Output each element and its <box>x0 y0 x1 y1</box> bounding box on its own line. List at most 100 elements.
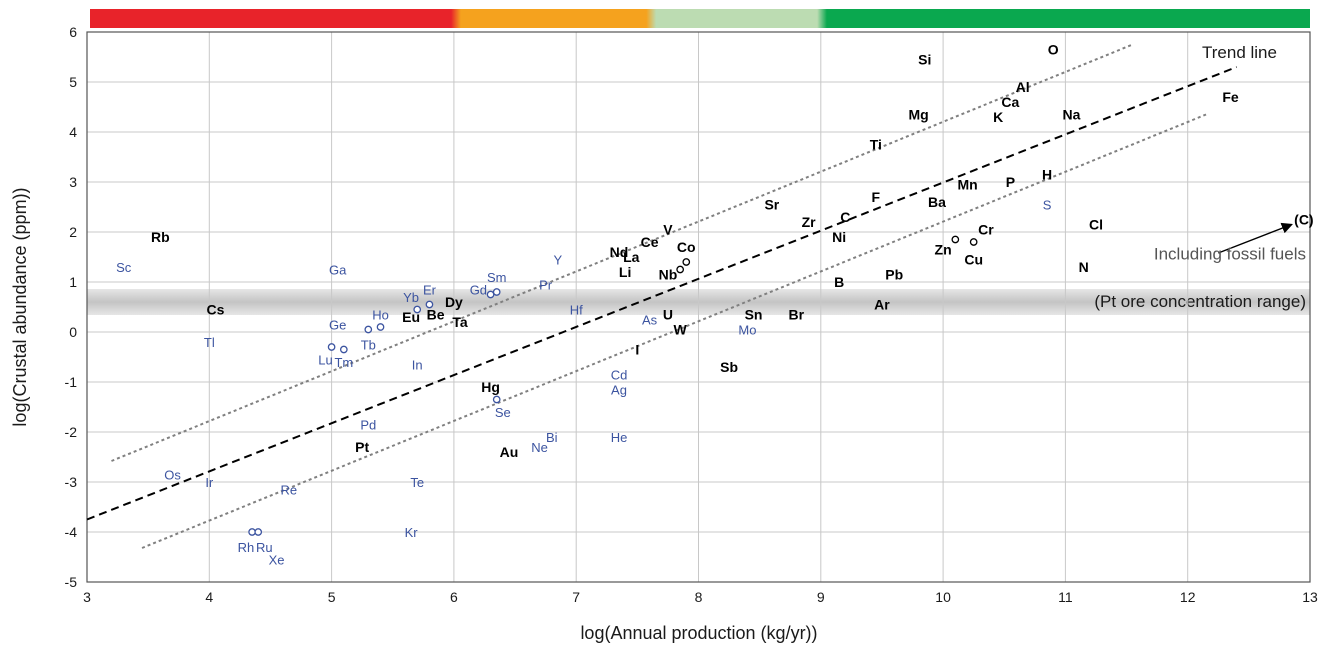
element-label-pb: Pb <box>885 267 903 283</box>
element-label-cl: Cl <box>1089 217 1103 233</box>
element-label-pd: Pd <box>360 418 376 433</box>
element-label-ne: Ne <box>531 440 548 455</box>
element-marker-ru <box>254 528 263 536</box>
grid <box>86 31 1311 583</box>
x-tick-label: 10 <box>935 589 951 605</box>
element-label-v: V <box>663 222 673 238</box>
y-tick-label: -2 <box>65 424 78 440</box>
element-label-tm: Tm <box>334 355 353 370</box>
element-label-ta: Ta <box>452 314 468 330</box>
element-marker-gd <box>486 290 495 299</box>
y-tick-label: 2 <box>69 224 77 240</box>
element-marker-ho <box>376 323 385 331</box>
element-label-la: La <box>623 249 640 265</box>
element-label-gd: Gd <box>470 283 487 298</box>
element-label-mg: Mg <box>909 107 929 123</box>
element-label-re: Re <box>280 483 297 498</box>
element-marker-tm <box>339 345 348 354</box>
y-tick-label: 1 <box>69 274 77 290</box>
y-tick-label: -5 <box>65 574 78 590</box>
y-axis-title: log(Crustal abundance (ppm)) <box>10 187 30 426</box>
element-marker-tb <box>364 325 373 334</box>
element-label-c: C <box>840 209 850 225</box>
color-scale-bar <box>90 9 1310 28</box>
element-label-nd: Nd <box>610 244 629 260</box>
element-label-os: Os <box>164 468 181 483</box>
trend-line <box>86 66 1237 521</box>
element-label-hg: Hg <box>481 379 500 395</box>
annotations: Including fossil fuels <box>1154 222 1306 264</box>
element-label-w: W <box>674 322 688 338</box>
y-tick-label: 4 <box>69 124 77 140</box>
element-label-se: Se <box>495 405 511 420</box>
x-tick-label: 6 <box>450 589 458 605</box>
element-label-yb: Yb <box>403 290 419 305</box>
element-label-er: Er <box>423 283 437 298</box>
element-label-f: F <box>872 189 881 205</box>
element-label-ni: Ni <box>832 229 846 245</box>
element-label-hf: Hf <box>570 303 583 318</box>
element-label-ag: Ag <box>611 383 627 398</box>
x-tick-label: 7 <box>572 589 580 605</box>
element-label-cs: Cs <box>206 302 224 318</box>
x-tick-label: 11 <box>1058 589 1073 605</box>
element-label-tb: Tb <box>361 338 376 353</box>
element-label-kr: Kr <box>405 525 419 540</box>
element-label-s: S <box>1043 198 1052 213</box>
element-label-te: Te <box>410 475 424 490</box>
element-label-fe: Fe <box>1222 89 1239 105</box>
x-axis-title: log(Annual production (kg/yr)) <box>580 623 817 643</box>
element-label-u: U <box>663 307 673 323</box>
element-label-cr: Cr <box>978 222 994 238</box>
plot-frame <box>86 31 1311 583</box>
element-label-h: H <box>1042 167 1052 183</box>
element-marker-lu <box>327 343 336 351</box>
element-label-tl: Tl <box>204 335 215 350</box>
element-label-zn: Zn <box>935 242 952 258</box>
element-label-lu: Lu <box>318 353 332 368</box>
fossil-fuels-annotation: Including fossil fuels <box>1154 245 1306 264</box>
element-label-sm: Sm <box>487 270 507 285</box>
element-label-y: Y <box>554 253 563 268</box>
element-marker-sm <box>492 288 501 296</box>
y-tick-label: 5 <box>69 74 77 90</box>
element-label-sc: Sc <box>116 260 132 275</box>
element-label-cd: Cd <box>611 368 628 383</box>
element-marker-zn <box>951 235 960 244</box>
trend-lines: Trend line <box>86 43 1277 549</box>
element-label-ru: Ru <box>256 540 273 555</box>
element-label-o: O <box>1048 42 1059 58</box>
fossil-fuels-arrow <box>1218 222 1293 254</box>
element-label-br: Br <box>789 307 805 323</box>
element-label-ce: Ce <box>641 234 659 250</box>
element-marker-cu <box>969 238 978 246</box>
element-label-ba: Ba <box>928 194 946 210</box>
element-label-p: P <box>1006 174 1015 190</box>
x-tick-label: 9 <box>817 589 825 605</box>
element-label-pt: Pt <box>355 439 369 455</box>
element-label-al: Al <box>1016 79 1030 95</box>
element-label-ir: Ir <box>205 475 214 490</box>
element-label-b: B <box>834 274 844 290</box>
element-label-pr: Pr <box>539 278 553 293</box>
element-marker-se <box>492 395 501 404</box>
element-label-dy: Dy <box>445 294 463 310</box>
x-tick-label: 3 <box>83 589 91 605</box>
element-label-sn: Sn <box>745 307 763 323</box>
element-label-rh: Rh <box>238 540 255 555</box>
y-tick-label: 6 <box>69 24 77 40</box>
x-tick-label: 5 <box>328 589 336 605</box>
x-tick-label: 12 <box>1180 589 1196 605</box>
element-label-ti: Ti <box>870 137 882 153</box>
element-label-co: Co <box>677 239 696 255</box>
y-tick-label: 3 <box>69 174 77 190</box>
element-label-na: Na <box>1063 107 1081 123</box>
element-label-bi: Bi <box>546 430 558 445</box>
element-label-eu: Eu <box>402 309 420 325</box>
element-label-k: K <box>993 109 1003 125</box>
element-marker-rh <box>248 528 256 536</box>
element-label-be: Be <box>427 307 445 323</box>
